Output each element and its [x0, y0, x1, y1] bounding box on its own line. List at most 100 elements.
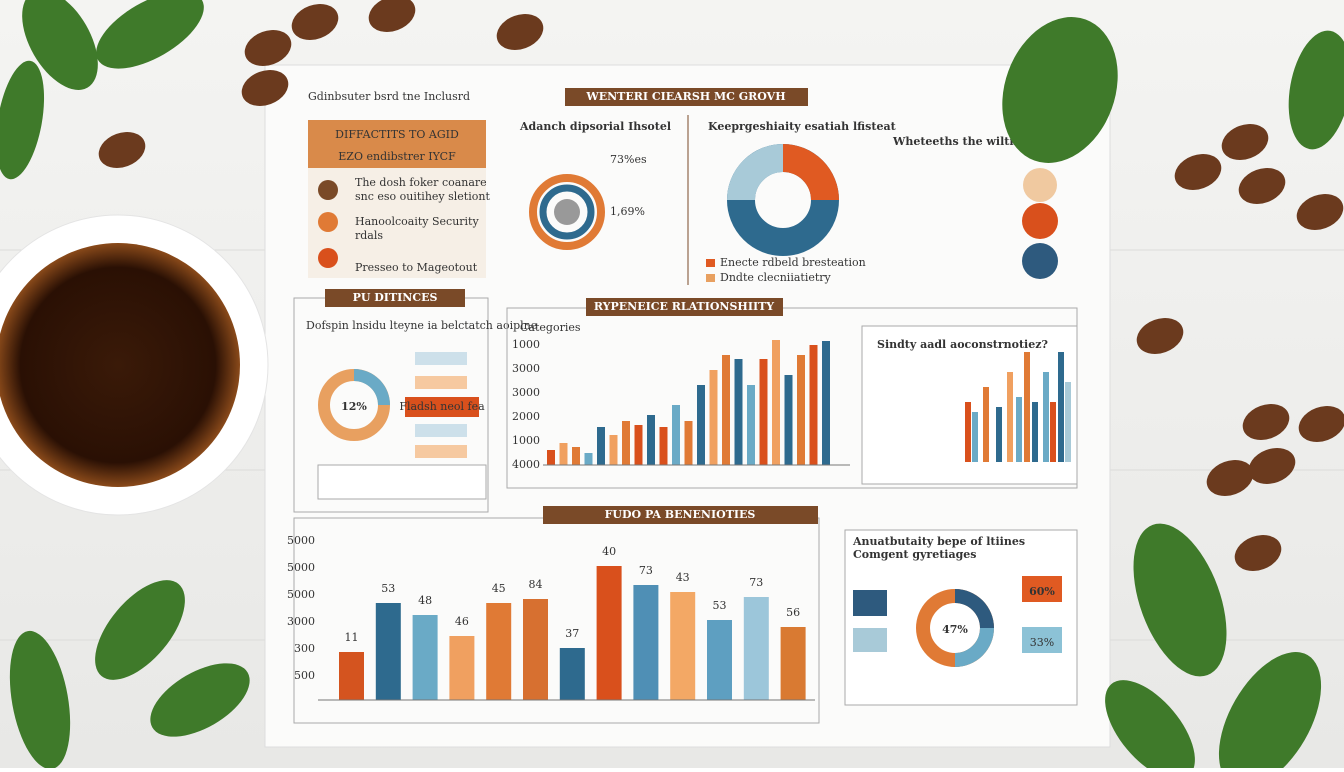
bar-label: 46: [455, 615, 469, 628]
leaf: [150, 663, 250, 737]
donut-slice: [783, 144, 839, 200]
bar: [709, 370, 718, 465]
item: The dosh foker coanare: [355, 176, 487, 189]
panel-title: Anuatbutaity bepe of ltiines: [852, 535, 1025, 548]
panel-subtitle: Comgent gyretiages: [853, 548, 976, 561]
panel-head: [543, 506, 818, 524]
title: WENTERI CIEARSH MC GROVH: [585, 90, 785, 103]
item: snc eso ouitihey sletiont: [355, 190, 490, 203]
donut-center: 12%: [341, 400, 367, 413]
icon: [318, 180, 338, 200]
bar: [1016, 397, 1022, 462]
bar: [559, 443, 568, 465]
donut-slice: [955, 628, 994, 667]
donut-slice: [354, 369, 390, 405]
bar: [672, 405, 680, 465]
bar-label: 53: [713, 599, 727, 612]
legend-box: [317, 464, 487, 500]
bar: [759, 359, 768, 465]
bean: [1242, 404, 1290, 440]
bar: [780, 627, 806, 700]
bar: [584, 453, 593, 465]
callout: [405, 397, 479, 417]
ring: [554, 199, 580, 225]
bar: [684, 421, 693, 465]
leaf: [9, 630, 71, 770]
item: rdals: [355, 229, 383, 242]
bar-label: 43: [676, 571, 690, 584]
bean: [1136, 318, 1184, 354]
legend-label: Dndte clecniiatietry: [720, 271, 832, 284]
leaf: [96, 0, 204, 69]
bean: [1234, 535, 1282, 571]
y-tick-label: 300: [294, 642, 315, 655]
tag: [415, 424, 467, 437]
donut-center: 47%: [942, 623, 968, 636]
bar: [734, 359, 743, 465]
panel-title: FUDO PA BENENIOTIES: [605, 508, 756, 521]
bar: [972, 412, 978, 462]
bar: [633, 585, 659, 700]
bar: [412, 615, 438, 700]
donut-slice: [727, 144, 783, 200]
bar: [697, 385, 705, 465]
bar: [647, 415, 655, 465]
bar: [747, 385, 755, 465]
title-bar: [565, 88, 808, 106]
bar: [743, 597, 769, 700]
bar: [375, 603, 401, 700]
bar: [707, 620, 732, 700]
ring: [529, 174, 605, 250]
bar: [609, 435, 618, 465]
y-tick-label: 5000: [287, 561, 315, 574]
caption: Gdinbsuter bsrd tne Inclusrd: [308, 90, 470, 103]
icon: [318, 248, 338, 268]
item: Hanoolcoaity Security: [355, 215, 479, 228]
panel-head: [325, 289, 465, 307]
stat: 73%es: [610, 153, 647, 166]
bar: [822, 341, 830, 465]
callout: [1022, 576, 1062, 602]
stat: 1,69%: [610, 205, 645, 218]
tag: [853, 628, 887, 652]
bean: [1248, 448, 1296, 484]
bean: [368, 0, 416, 32]
panel-title: PU DITINCES: [353, 291, 438, 304]
leaf: [1218, 652, 1322, 772]
bean: [291, 4, 339, 40]
y-tick-label: 1000: [512, 434, 540, 447]
bar: [547, 450, 555, 465]
y-tick-label: 500: [294, 669, 315, 682]
bar: [659, 427, 668, 465]
legend-swatch: [706, 259, 715, 267]
panel-text: Dofspin lnsidu lteyne ia belctatch aoipl…: [306, 319, 537, 332]
bean: [1174, 154, 1222, 190]
icon: [1023, 168, 1057, 202]
bars: [547, 340, 830, 465]
tag: [415, 376, 467, 389]
y-tick-label: 2000: [512, 410, 540, 423]
bar-label: 11: [345, 631, 359, 644]
bar: [1065, 382, 1071, 462]
leaf: [1105, 680, 1195, 772]
panel-title: Keeprgeshiaity esatiah lfisteat: [708, 120, 897, 133]
y-ticks: 1000 3000 3000 2000 1000 4000: [512, 338, 540, 471]
tag: [415, 445, 467, 458]
bars: 11 53 48 46 45 84 37 40 73 43 53 73 56: [339, 545, 806, 700]
y-tick-label: 1000: [512, 338, 540, 351]
y-tick-label: 5000: [287, 534, 315, 547]
bean: [1221, 124, 1269, 160]
axis-title: Categories: [520, 321, 581, 334]
bar: [597, 427, 605, 465]
bean: [1298, 406, 1344, 442]
y-tick-label: 3000: [287, 615, 315, 628]
bar: [965, 402, 971, 462]
leaf: [1288, 30, 1344, 150]
bar-label: 48: [418, 594, 432, 607]
leaf: [95, 580, 185, 680]
bar-label: 84: [529, 578, 543, 591]
donut-slice: [955, 589, 994, 628]
bar: [772, 340, 780, 465]
leaf: [1133, 523, 1227, 677]
